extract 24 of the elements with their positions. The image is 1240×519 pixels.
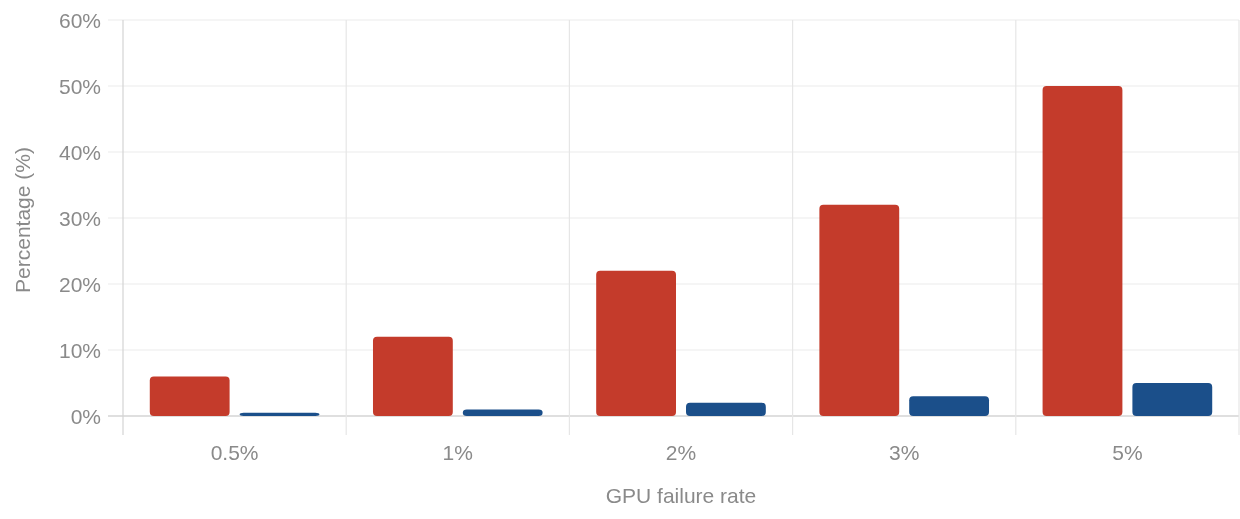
y-axis-title: Percentage (%) (11, 147, 34, 293)
y-tick-label: 0% (70, 404, 101, 428)
x-tick-label: 2% (665, 441, 697, 464)
bar (596, 270, 676, 416)
x-tick-label: 1% (442, 441, 473, 464)
bar (462, 409, 543, 416)
y-tick-label: 50% (58, 74, 101, 98)
bar (686, 402, 766, 416)
y-tick-label: 30% (58, 206, 101, 230)
x-tick-label: 3% (889, 441, 920, 464)
bar (909, 396, 990, 416)
y-tick-label: 60% (58, 8, 101, 32)
bar (149, 376, 230, 416)
x-axis-title: GPU failure rate (605, 484, 757, 507)
bar (1132, 383, 1213, 416)
bar (372, 336, 453, 416)
x-tick-label: 5% (1112, 441, 1143, 464)
bar (819, 204, 900, 416)
bar (1042, 86, 1123, 416)
y-tick-label: 10% (58, 338, 101, 362)
bar (239, 412, 320, 416)
y-tick-label: 20% (58, 272, 101, 296)
y-tick-label: 40% (58, 140, 101, 164)
x-tick-label: 0.5% (210, 441, 259, 464)
